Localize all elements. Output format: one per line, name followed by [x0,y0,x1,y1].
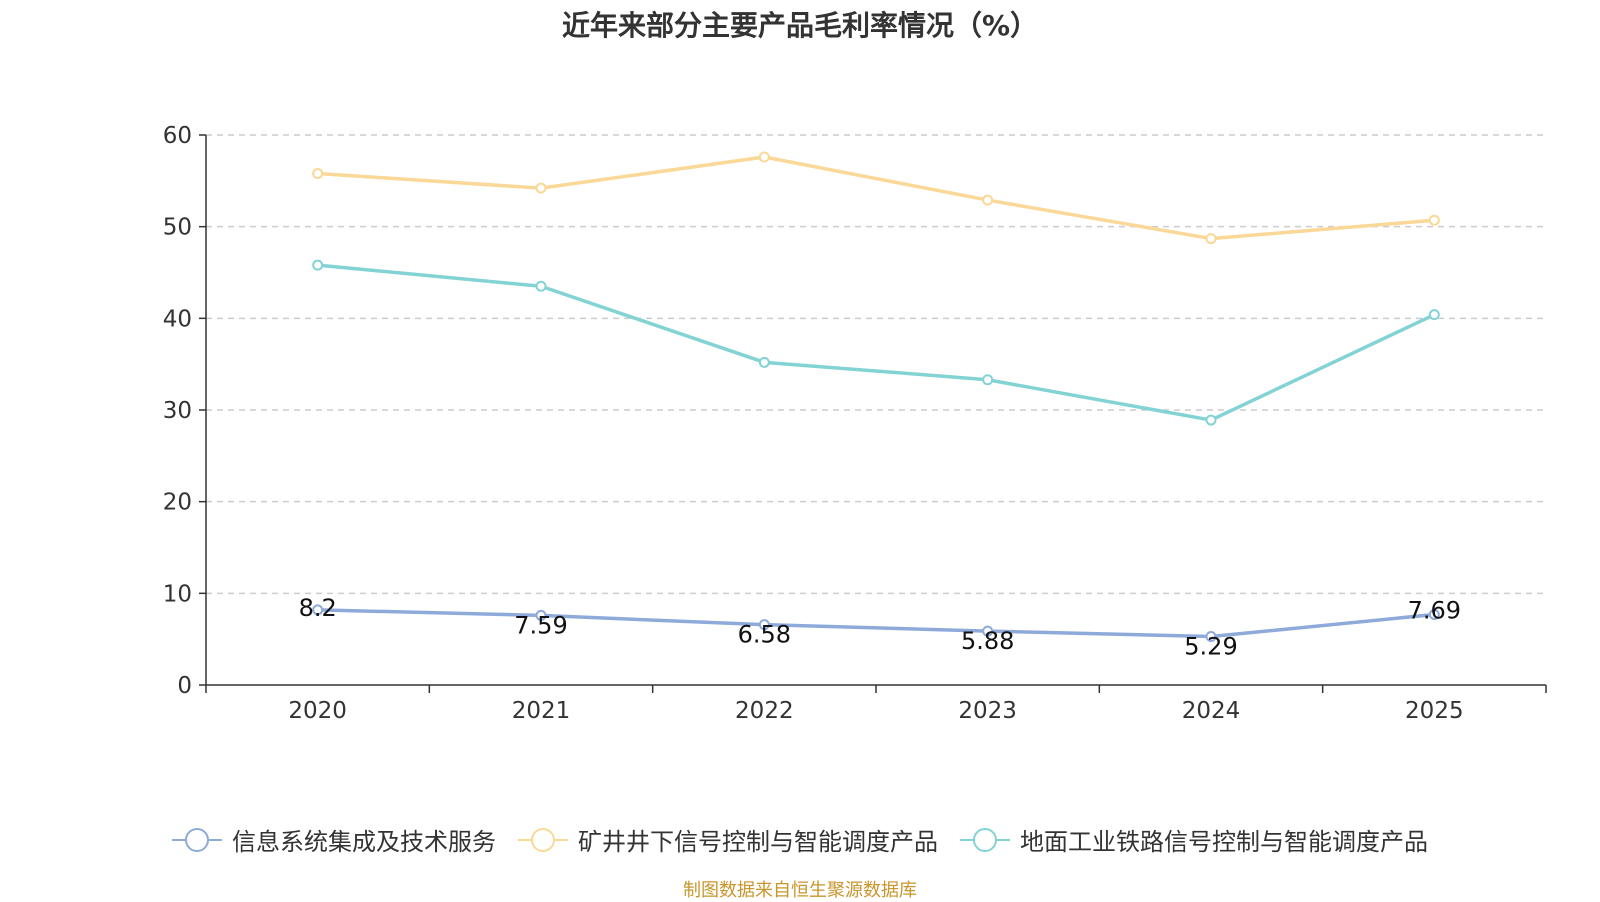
data-label: 7.69 [1408,597,1461,625]
data-point [312,168,324,179]
series-line-2 [315,155,1437,241]
data-point [312,259,324,271]
data-point [982,625,994,637]
y-tick-label: 20 [163,490,192,516]
legend: 信息系统集成及技术服务 矿井井下信号控制与智能调度产品 地面工业铁路信号控制与智… [0,822,1600,857]
data-point [758,151,770,163]
x-tick-label: 2023 [958,698,1017,724]
y-tick-label: 10 [163,581,192,607]
data-point [535,609,547,621]
grid-layer [206,134,1546,595]
y-tick-label: 50 [163,215,192,241]
data-point [758,356,770,368]
data-point [758,619,770,631]
legend-line-circle-icon [518,827,568,853]
data-point [1428,214,1440,226]
data-label: 6.58 [738,621,791,649]
chart-title: 近年来部分主要产品毛利率情况（%） [561,9,1039,42]
data-point [982,374,994,386]
data-point [1428,309,1440,321]
data-label: 5.29 [1184,633,1237,661]
legend-item-series-2[interactable]: 矿井井下信号控制与智能调度产品 [518,822,938,857]
legend-item-series-3[interactable]: 地面工业铁路信号控制与智能调度产品 [960,822,1428,857]
label-layer: 8.2 7.59 6.58 5.88 5.29 7.69 [299,594,1461,661]
series-line-3 [315,263,1437,422]
legend-line-circle-icon [172,827,222,853]
legend-label: 信息系统集成及技术服务 [232,828,496,856]
data-point [535,182,547,194]
data-point [1205,631,1217,643]
legend-item-series-1[interactable]: 信息系统集成及技术服务 [172,822,496,857]
data-point [535,280,547,292]
y-tick-label: 0 [177,673,192,699]
legend-label: 矿井井下信号控制与智能调度产品 [578,828,938,856]
x-tick-label: 2025 [1405,698,1464,724]
data-point [312,604,324,616]
data-source-note: 制图数据来自恒生聚源数据库 [683,880,917,901]
data-point [982,194,994,206]
data-point [1205,414,1217,426]
x-tick-label: 2024 [1182,698,1241,724]
y-tick-label: 30 [163,398,192,424]
series-line-1 [315,608,1437,639]
data-label: 5.88 [961,627,1014,655]
x-tick-label: 2022 [735,698,794,724]
axis-layer: 0 10 20 30 40 50 60 2020 2021 2022 2023 2024 2025 [163,123,1547,724]
x-tick-label: 2020 [288,698,347,724]
x-tick-label: 2021 [512,698,571,724]
series-layer [312,151,1440,643]
data-label: 7.59 [514,611,567,639]
y-tick-label: 40 [163,306,192,332]
data-point [1205,233,1217,245]
y-tick-label: 60 [163,123,192,149]
legend-line-circle-icon [960,827,1010,853]
data-point [1428,609,1440,621]
data-label: 8.2 [299,594,337,622]
legend-label: 地面工业铁路信号控制与智能调度产品 [1020,828,1428,856]
